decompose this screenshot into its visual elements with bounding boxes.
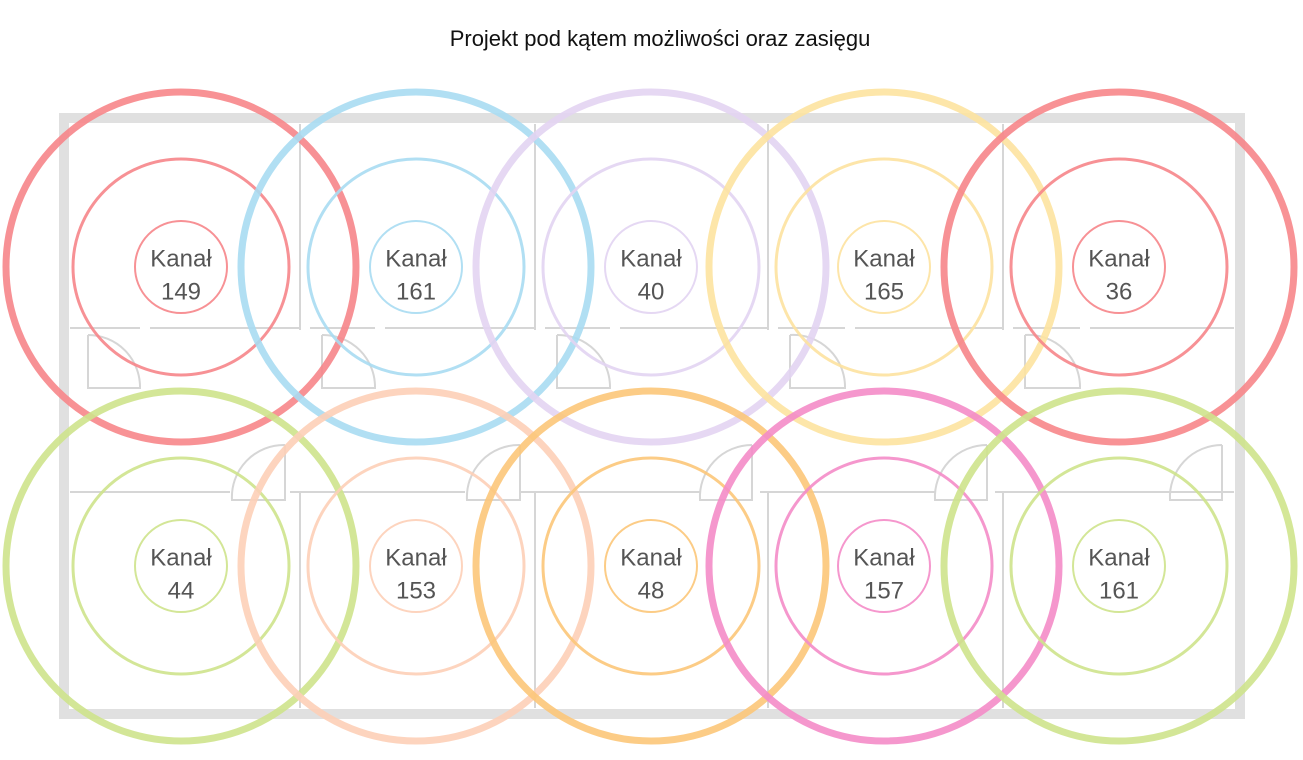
inner-range — [306, 157, 526, 377]
outer-range — [472, 88, 830, 446]
outer-range — [472, 387, 830, 745]
node — [837, 519, 931, 613]
inner-range — [541, 157, 761, 377]
outer-range — [940, 88, 1298, 446]
inner-range — [71, 456, 291, 676]
labels: Kanał 149 Kanał 161 Kanał 40 Kanał 165 Kanał 36 Ka… — [150, 245, 1150, 604]
outer-range — [705, 88, 1063, 446]
inner-range — [1009, 157, 1229, 377]
node — [1072, 519, 1166, 613]
outer-range — [940, 387, 1298, 745]
access-point — [237, 387, 595, 745]
node-label: Kanał — [385, 544, 447, 571]
node-label: Kanał — [1088, 245, 1150, 272]
access-point — [472, 88, 830, 446]
access-point — [2, 387, 360, 745]
inner-range — [541, 456, 761, 676]
title: Projekt pod kątem możliwości oraz zasięg… — [450, 26, 871, 51]
node-label: Kanał — [150, 544, 212, 571]
channel: 153 — [396, 577, 436, 604]
channel: 48 — [638, 577, 665, 604]
outer-range — [2, 387, 360, 745]
floor-plan — [59, 113, 1245, 719]
node-label: Kanał — [620, 544, 682, 571]
node-label: Kanał — [853, 544, 915, 571]
inner-range — [774, 157, 994, 377]
node — [837, 220, 931, 314]
channel: 161 — [1099, 577, 1139, 604]
access-point — [940, 387, 1298, 745]
node-label: Kanał — [150, 245, 212, 272]
channel: 36 — [1106, 278, 1133, 305]
access-point — [472, 387, 830, 745]
node-label: Kanał — [853, 245, 915, 272]
channel: 44 — [168, 577, 195, 604]
node — [604, 220, 698, 314]
inner-range — [306, 456, 526, 676]
inner-range — [774, 456, 994, 676]
node — [604, 519, 698, 613]
channel: 149 — [161, 278, 201, 305]
node-label: Kanał — [1088, 544, 1150, 571]
access-point — [705, 88, 1063, 446]
node — [369, 220, 463, 314]
outer-range — [237, 387, 595, 745]
inner-range — [1009, 456, 1229, 676]
outer-range — [705, 387, 1063, 745]
channel: 40 — [638, 278, 665, 305]
inner-range — [71, 157, 291, 377]
node — [1072, 220, 1166, 314]
node — [134, 220, 228, 314]
access-point — [705, 387, 1063, 745]
node — [134, 519, 228, 613]
outer-range — [2, 88, 360, 446]
node-label: Kanał — [385, 245, 447, 272]
coverage — [2, 88, 1298, 745]
access-point — [2, 88, 360, 446]
channel: 157 — [864, 577, 904, 604]
node-label: Kanał — [620, 245, 682, 272]
access-point — [237, 88, 595, 446]
access-point — [940, 88, 1298, 446]
channel: 161 — [396, 278, 436, 305]
outer-range — [237, 88, 595, 446]
channel: 165 — [864, 278, 904, 305]
node — [369, 519, 463, 613]
